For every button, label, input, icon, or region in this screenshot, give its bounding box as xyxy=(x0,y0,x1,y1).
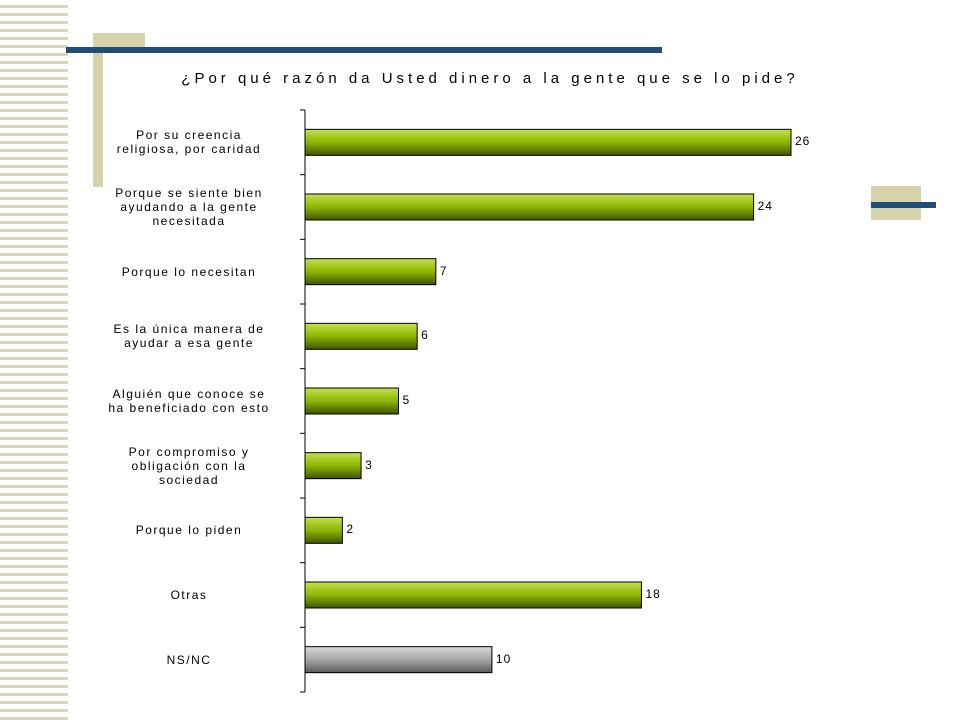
data-label: 2 xyxy=(346,522,355,537)
khaki-top-block xyxy=(93,33,145,49)
category-label: Por su creencia religiosa, por caridad xyxy=(89,128,289,156)
category-label-line: Por compromiso y xyxy=(128,444,250,459)
bar xyxy=(304,646,493,674)
category-label: Otras xyxy=(89,588,289,602)
data-label: 26 xyxy=(795,134,811,149)
category-label-line: obligación con la xyxy=(131,458,247,473)
category-label: Por compromiso y obligación con la socieda… xyxy=(89,445,289,487)
bar xyxy=(304,193,755,221)
data-label: 18 xyxy=(645,587,661,601)
chart-title: ¿Por qué razón da Usted dinero a la gent… xyxy=(181,70,799,87)
category-label-line: Es la única manera de xyxy=(113,322,265,337)
category-label: Porque lo necesitan xyxy=(89,265,289,279)
bar xyxy=(304,581,642,609)
category-label-line: ayudando a la gente xyxy=(120,200,258,214)
category-label-line: necesitada xyxy=(152,214,226,228)
category-label-line: Por su creencia xyxy=(136,128,242,143)
navy-right-rule xyxy=(871,202,936,208)
data-label: 6 xyxy=(421,328,429,343)
category-label-line: NS/NC xyxy=(166,652,212,667)
category-label-line: Porque lo piden xyxy=(135,523,243,538)
bar xyxy=(304,387,399,415)
data-label: 3 xyxy=(365,457,373,472)
bar xyxy=(304,128,792,156)
category-label-line: Otras xyxy=(170,588,208,602)
category-label-line: ayudar a esa gente xyxy=(124,336,254,351)
data-label: 10 xyxy=(495,651,512,666)
category-label-line: ha beneficiado con esto xyxy=(108,401,270,415)
left-stripe-decoration xyxy=(0,0,68,720)
bar xyxy=(304,258,437,286)
data-label: 7 xyxy=(439,263,448,278)
data-label: 24 xyxy=(757,199,773,213)
category-label: Porque lo piden xyxy=(89,523,289,537)
navy-top-rule xyxy=(66,47,662,53)
khaki-vertical-bar xyxy=(93,33,103,187)
category-label: Porque se siente bien ayudando a la gente… xyxy=(89,186,289,228)
category-label: NS/NC xyxy=(89,653,289,667)
category-label-line: Porque se siente bien xyxy=(115,186,263,200)
category-label-line: sociedad xyxy=(158,472,220,487)
category-label-line: Alguién que conoce se xyxy=(112,387,266,401)
bar xyxy=(304,452,362,480)
category-label: Alguién que conoce se ha beneficiado con … xyxy=(89,387,289,415)
category-label-line: religiosa, por caridad xyxy=(116,142,262,157)
category-label: Es la única manera de ayudar a esa gente xyxy=(89,322,289,350)
category-label-line: Porque lo necesitan xyxy=(121,264,257,279)
bar xyxy=(304,516,343,544)
data-label: 5 xyxy=(402,393,411,407)
bar xyxy=(304,322,418,350)
